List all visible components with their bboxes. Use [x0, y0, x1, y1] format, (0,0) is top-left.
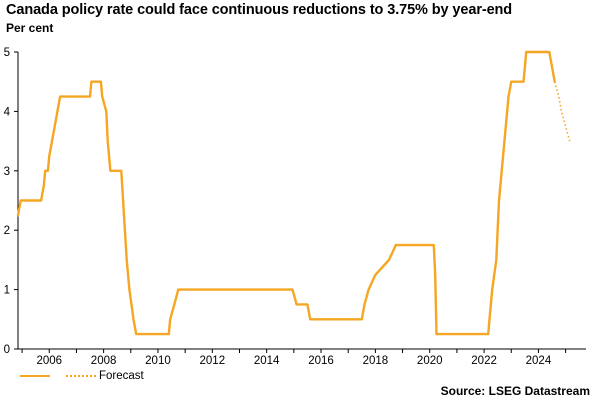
- y-axis-unit-label: Per cent: [6, 21, 54, 35]
- legend-forecast-label: Forecast: [99, 370, 144, 382]
- x-tick-label: 2018: [363, 355, 389, 367]
- chart-ticks: 0 1 2 3 4 5 2006 2008 2010 2012 2014 2016 2018 2020 20…: [4, 47, 567, 367]
- chart-legend: Forecast: [20, 369, 144, 383]
- x-tick-label: 2016: [308, 355, 334, 367]
- chart-source: Source: LSEG Datastream: [440, 384, 590, 398]
- x-tick-label: 2006: [36, 355, 62, 367]
- y-tick-label: 0: [4, 344, 10, 356]
- x-tick-label: 2014: [254, 355, 280, 367]
- x-tick-label: 2010: [145, 355, 171, 367]
- x-tick-label: 2008: [91, 355, 117, 367]
- chart-series: [16, 50, 571, 336]
- y-tick-label: 4: [4, 106, 11, 118]
- y-tick-label: 3: [4, 166, 10, 178]
- x-tick-label: 2024: [526, 355, 552, 367]
- policy-rate-line: [16, 50, 556, 336]
- y-tick-label: 2: [4, 225, 10, 237]
- forecast-line: [553, 81, 571, 142]
- y-tick-label: 1: [4, 285, 10, 297]
- chart-title: Canada policy rate could face continuous…: [6, 2, 513, 18]
- x-tick-label: 2012: [200, 355, 226, 367]
- x-tick-label: 2022: [471, 355, 497, 367]
- legend-solid-line-swatch: [20, 375, 50, 377]
- y-tick-label: 5: [4, 47, 10, 59]
- chart-axes: [17, 52, 586, 350]
- legend-forecast-swatch: [66, 375, 96, 377]
- x-tick-label: 2020: [417, 355, 443, 367]
